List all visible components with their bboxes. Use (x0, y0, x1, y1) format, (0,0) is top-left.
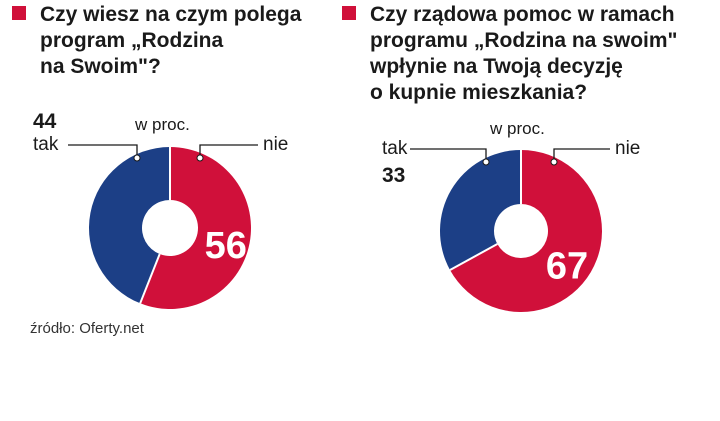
chart-panel-left: Czy wiesz na czym polega program „Rodzin… (0, 0, 340, 421)
slice-tak (440, 150, 521, 271)
leader-line-nie (553, 148, 610, 160)
tak-label: tak (33, 134, 59, 155)
tak-label: tak (382, 138, 408, 159)
value-label-nie: 56 (205, 225, 247, 267)
leader-line-nie-dot (550, 158, 558, 166)
leader-line-tak-dot (482, 158, 490, 166)
chart-title: Czy wiesz na czym polega program „Rodzin… (40, 3, 302, 78)
leader-line-tak (410, 148, 487, 160)
slice-tak (88, 147, 170, 304)
leader-line-nie (199, 144, 258, 156)
slice-nie (450, 150, 602, 313)
nie-label: nie (615, 138, 641, 159)
slice-separator (139, 253, 161, 304)
chart-panel-right: Czy rządowa pomoc w ramach programu „Rod… (340, 0, 720, 421)
unit-label: w proc. (490, 119, 545, 138)
chart-title: Czy rządowa pomoc w ramach programu „Rod… (370, 3, 678, 104)
value-label-nie: 67 (546, 245, 588, 287)
title-bullet (342, 6, 356, 20)
slice-separator (449, 243, 498, 271)
tak-value-label: 44 (33, 110, 57, 133)
leader-line-tak-dot (133, 154, 141, 162)
leader-line-nie-dot (196, 154, 204, 162)
donut-chart-right: 67 (410, 148, 610, 313)
tak-value-label: 33 (382, 164, 406, 187)
nie-label: nie (263, 134, 289, 155)
leader-line-tak (68, 144, 138, 156)
slice-nie (140, 147, 251, 309)
title-bullet (12, 6, 26, 20)
source-note: źródło: Oferty.net (30, 320, 144, 337)
unit-label: w proc. (135, 115, 190, 134)
donut-chart-left: 56 (68, 144, 258, 309)
